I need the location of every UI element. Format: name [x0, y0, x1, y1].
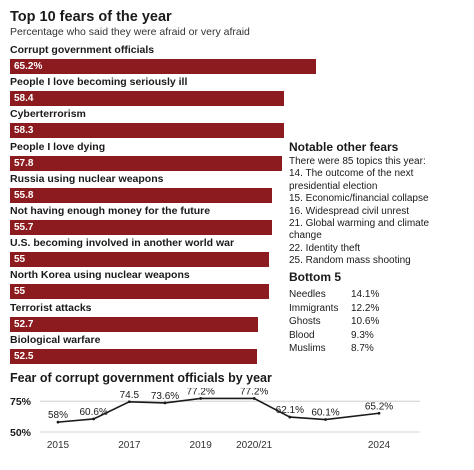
bar-value-label: 55	[14, 254, 26, 266]
x-tick-label: 2017	[118, 440, 141, 451]
bottom-five-row: Needles 14.1%	[289, 288, 379, 302]
data-point	[252, 397, 256, 400]
bar-category-label: U.S. becoming involved in another world …	[10, 237, 235, 250]
bottom-five-value: 8.7%	[351, 343, 374, 354]
bar: 57.8	[10, 155, 282, 171]
x-tick-label: 2020/21	[236, 440, 273, 451]
bar-value-label: 58.4	[14, 93, 34, 105]
bar-group: People I love becoming seriously ill 58.4	[10, 76, 285, 107]
bar-group: Corrupt government officials 65.2%	[10, 44, 317, 74]
bar: 55.8	[10, 187, 273, 203]
bar-group: Terrorist attacks 52.7	[10, 302, 258, 332]
notable-fear-line: There were 85 topics this year:	[289, 156, 426, 167]
bar: 52.7	[10, 316, 258, 332]
data-label: 60.6%	[79, 407, 107, 418]
bottom-five-name: Muslims	[289, 343, 326, 354]
bar-value-label: 57.8	[14, 157, 34, 169]
data-label: 77.2%	[186, 388, 214, 397]
notable-fear-line: presidential election	[289, 180, 378, 192]
bar-value-label: 65.2%	[14, 61, 43, 72]
data-point	[377, 411, 381, 415]
bar-group: Cyberterrorism 58.3	[10, 108, 284, 139]
bar-group: Biological warfare 52.5	[10, 334, 257, 364]
bar-category-label: People I love dying	[10, 140, 106, 153]
data-label: 60.1%	[311, 408, 339, 419]
bar-category-label: North Korea using nuclear weapons	[10, 269, 190, 282]
data-point	[56, 420, 60, 424]
bottom-five-value: 9.3%	[351, 329, 374, 341]
bar-category-label: Not having enough money for the future	[10, 205, 211, 217]
data-label: 73.6%	[151, 391, 179, 402]
notable-fear-line: 15. Economic/financial collapse	[289, 193, 429, 205]
bar-value-label: 52.5	[14, 350, 34, 362]
bar-category-label: Russia using nuclear weapons	[10, 172, 164, 185]
y-tick-label: 75%	[10, 396, 32, 408]
data-label: 65.2%	[365, 401, 393, 412]
bar-group: U.S. becoming involved in another world …	[10, 237, 269, 268]
bar-category-label: Terrorist attacks	[10, 301, 92, 314]
bar-category-label: Cyberterrorism	[10, 108, 86, 121]
line-chart-title: Fear of corrupt government officials by …	[10, 371, 272, 385]
data-point	[92, 417, 96, 421]
data-point	[288, 415, 292, 419]
data-point	[127, 400, 131, 404]
bar-group: North Korea using nuclear weapons 55	[10, 269, 269, 300]
chart-title: Top 10 fears of the year	[10, 9, 172, 25]
bar: 58.3	[10, 123, 284, 139]
notable-fears-list: There were 85 topics this year: 14. The o…	[289, 156, 469, 268]
bottom-five-title: Bottom 5	[289, 270, 341, 284]
bar-group: Russia using nuclear weapons 55.8	[10, 172, 273, 203]
data-label: 62.1%	[276, 405, 304, 416]
data-label: 58%	[48, 410, 68, 421]
bar: 55	[10, 252, 269, 268]
y-tick-label: 50%	[10, 427, 32, 439]
bar-category-label: Biological warfare	[10, 333, 101, 346]
bottom-five-row: Blood 9.3%	[289, 329, 379, 343]
x-tick-label: 2024	[368, 440, 391, 451]
bottom-five-value: 14.1%	[351, 289, 380, 300]
bar-value-label: 55.8	[14, 189, 34, 201]
bar-value-label: 52.7	[14, 318, 34, 330]
bottom-five-name: Immigrants	[289, 302, 339, 314]
bar: 55.7	[10, 220, 272, 235]
bottom-five-row: Muslims 8.7%	[289, 342, 379, 356]
data-point	[324, 418, 327, 421]
bar-category-label: People I love becoming seriously ill	[10, 76, 188, 89]
bottom-five-name: Blood	[289, 329, 315, 341]
notable-fear-line: 16. Widespread civil unrest	[289, 205, 410, 217]
x-tick-label: 2015	[47, 440, 70, 451]
bar: 55	[10, 284, 269, 300]
bar: 58.4	[10, 91, 285, 107]
bottom-five-table: Needles 14.1% Immigrants 12.2% Ghosts 10.6% Bl…	[289, 288, 379, 356]
notable-fear-line: 21. Global warming and climate	[289, 218, 430, 230]
bottom-five-name: Ghosts	[289, 316, 321, 327]
corruption-fear-line-chart: 75% 50% 58% 60.6% 74.5 73.6% 77.2% 77.2% 62.1% 60…	[10, 388, 420, 451]
bar: 65.2%	[10, 59, 317, 74]
bar-value-label: 55.7	[14, 222, 34, 233]
x-tick-label: 2019	[190, 440, 213, 451]
bar-value-label: 58.3	[14, 125, 34, 137]
notable-fear-line: 14. The outcome of the next	[289, 168, 414, 180]
bottom-five-value: 10.6%	[351, 316, 380, 327]
data-point	[163, 401, 167, 405]
notable-fear-line: change	[289, 230, 322, 242]
data-label: 74.5	[120, 390, 140, 401]
data-point	[199, 397, 203, 400]
bar-group: Not having enough money for the future 55…	[10, 205, 272, 235]
bottom-five-row: Ghosts 10.6%	[289, 315, 379, 329]
bar-category-label: Corrupt government officials	[10, 44, 155, 56]
notable-fear-line: 22. Identity theft	[289, 242, 361, 254]
data-label: 77.2%	[240, 388, 268, 397]
bottom-five-row: Immigrants 12.2%	[289, 302, 379, 316]
chart-subtitle: Percentage who said they were afraid or …	[10, 26, 250, 38]
bottom-five-name: Needles	[289, 289, 326, 300]
bar: 52.5	[10, 348, 257, 364]
notable-fear-line: 25. Random mass shooting	[289, 255, 411, 267]
bottom-five-value: 12.2%	[351, 302, 380, 314]
bar-group: People I love dying 57.8	[10, 141, 282, 171]
bar-value-label: 55	[14, 286, 26, 298]
notable-fears-title: Notable other fears	[289, 140, 399, 154]
